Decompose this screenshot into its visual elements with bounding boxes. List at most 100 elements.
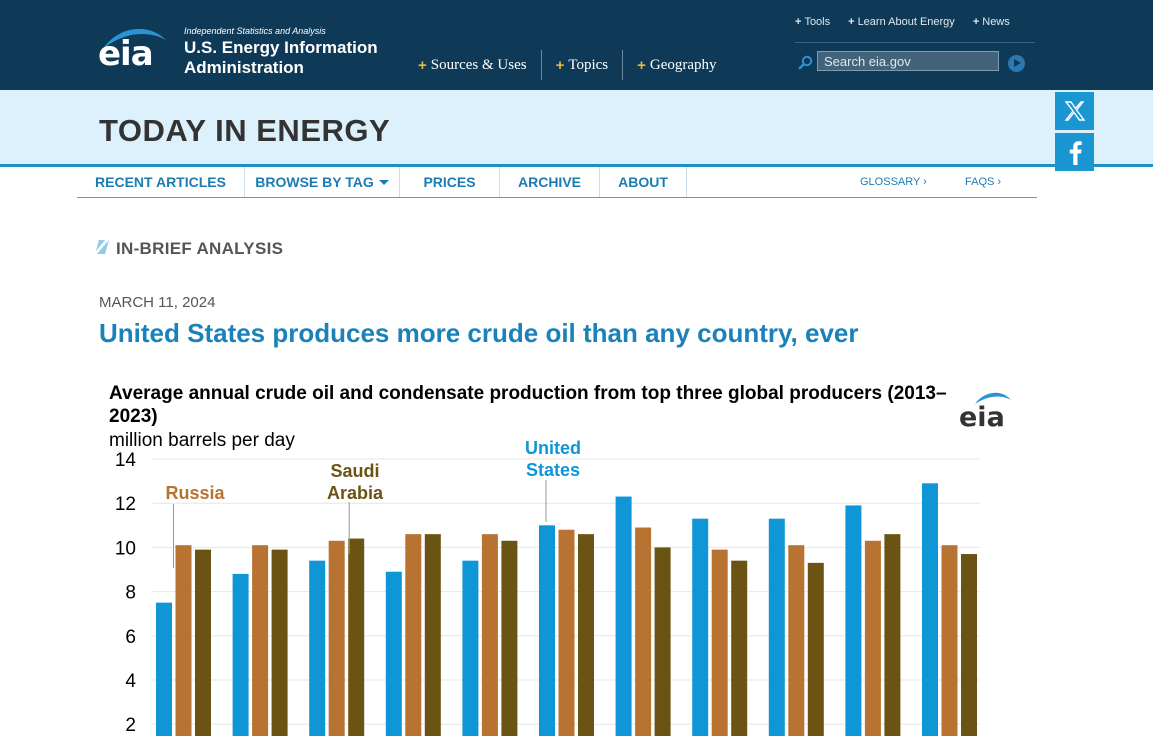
series-label-saudi-arabia: Saudi bbox=[330, 461, 379, 481]
chart-title: Average annual crude oil and condensate … bbox=[109, 383, 947, 427]
bar-2015-0 bbox=[309, 560, 326, 736]
bar-2019-1 bbox=[635, 527, 652, 736]
org-name-line2: Administration bbox=[184, 58, 304, 77]
bar-2014-2 bbox=[271, 549, 288, 736]
share-facebook-button[interactable] bbox=[1055, 133, 1094, 171]
y-tick-label: 10 bbox=[115, 538, 136, 559]
bar-2021-2 bbox=[807, 562, 824, 736]
y-tick-label: 8 bbox=[125, 583, 136, 604]
org-name[interactable]: U.S. Energy Information Administration bbox=[184, 38, 404, 78]
share-x-button[interactable] bbox=[1055, 92, 1094, 130]
article-kicker: IN-BRIEF ANALYSIS bbox=[116, 239, 284, 258]
link-faqs[interactable]: FAQS › bbox=[965, 176, 1002, 188]
tab-label: BROWSE BY TAG bbox=[255, 174, 374, 190]
bar-2022-2 bbox=[884, 534, 901, 736]
bar-2023-2 bbox=[961, 554, 977, 736]
logo-swoosh-icon bbox=[102, 28, 166, 50]
bar-2016-2 bbox=[424, 534, 441, 736]
search-icon bbox=[798, 55, 813, 70]
bar-2018-0 bbox=[539, 525, 555, 736]
bar-2013-1 bbox=[175, 545, 192, 736]
util-news[interactable]: + News bbox=[973, 16, 1010, 28]
bar-2016-0 bbox=[385, 571, 402, 736]
search-input[interactable] bbox=[817, 51, 999, 71]
eia-logo[interactable]: eia bbox=[98, 24, 170, 76]
plus-icon: + bbox=[418, 56, 427, 74]
plus-icon: + bbox=[637, 56, 646, 74]
tab-label: ARCHIVE bbox=[517, 174, 581, 190]
search-submit-button[interactable] bbox=[1008, 55, 1025, 72]
bar-2022-1 bbox=[864, 540, 881, 736]
bar-2018-2 bbox=[578, 534, 594, 736]
bar-2021-0 bbox=[768, 518, 785, 736]
bar-2013-0 bbox=[156, 602, 172, 736]
plus-icon: + bbox=[972, 16, 980, 28]
tab-prices[interactable]: PRICES bbox=[400, 167, 500, 197]
y-tick-label: 14 bbox=[115, 450, 137, 471]
plus-icon: + bbox=[848, 16, 855, 28]
utility-nav: + Tools + Learn About Energy + News bbox=[795, 16, 1010, 28]
kicker-icon bbox=[95, 240, 109, 254]
util-label: Tools bbox=[804, 16, 831, 28]
util-tools[interactable]: + Tools bbox=[795, 16, 830, 28]
divider bbox=[0, 164, 1153, 167]
article-headline: United States produces more crude oil th… bbox=[99, 318, 859, 348]
bar-2015-1 bbox=[328, 540, 345, 736]
tab-browse-by-tag[interactable]: BROWSE BY TAG bbox=[245, 167, 400, 197]
bar-2017-0 bbox=[462, 560, 479, 736]
main-nav: + Sources & Uses + Topics + Geography bbox=[410, 50, 731, 80]
site-header: eia Independent Statistics and Analysis … bbox=[0, 0, 1153, 90]
section-banner bbox=[0, 90, 1153, 164]
bar-2023-1 bbox=[941, 545, 958, 736]
chart-logo-text: eia bbox=[959, 402, 1005, 430]
y-tick-label: 2 bbox=[125, 715, 136, 736]
tab-label: RECENT ARTICLES bbox=[95, 174, 226, 190]
bar-2020-0 bbox=[692, 518, 709, 736]
y-tick-label: 6 bbox=[125, 627, 136, 648]
bar-2023-0 bbox=[922, 483, 938, 736]
org-tagline: Independent Statistics and Analysis bbox=[184, 26, 326, 36]
logo-text: eia bbox=[98, 34, 154, 74]
y-tick-label: 12 bbox=[115, 494, 136, 515]
plus-icon: + bbox=[795, 16, 802, 28]
y-tick-label: 4 bbox=[125, 671, 136, 692]
bar-2018-1 bbox=[558, 529, 575, 736]
tab-label: ABOUT bbox=[618, 174, 668, 190]
tab-archive[interactable]: ARCHIVE bbox=[500, 167, 600, 197]
nav-topics[interactable]: + Topics bbox=[540, 50, 623, 80]
series-label-united-states: States bbox=[526, 460, 580, 480]
tab-recent-articles[interactable]: RECENT ARTICLES bbox=[77, 167, 245, 197]
link-glossary[interactable]: GLOSSARY › bbox=[860, 176, 927, 188]
bar-2020-2 bbox=[731, 560, 748, 736]
bar-2019-0 bbox=[615, 496, 632, 736]
facebook-icon bbox=[1069, 141, 1082, 165]
bar-2017-2 bbox=[501, 540, 518, 736]
x-icon bbox=[1064, 101, 1085, 121]
article-date: MARCH 11, 2024 bbox=[99, 294, 216, 311]
bar-2017-1 bbox=[481, 534, 498, 736]
nav-geography[interactable]: + Geography bbox=[622, 50, 730, 80]
caret-down-icon bbox=[378, 179, 389, 185]
section-title[interactable]: TODAY IN ENERGY bbox=[99, 113, 391, 148]
nav-label: Geography bbox=[649, 56, 717, 73]
section-subnav: RECENT ARTICLES BROWSE BY TAG PRICES ARC… bbox=[77, 167, 1037, 198]
tab-about[interactable]: ABOUT bbox=[600, 167, 687, 197]
util-learn-about-energy[interactable]: + Learn About Energy bbox=[848, 16, 955, 28]
nav-sources-uses[interactable]: + Sources & Uses bbox=[410, 50, 541, 80]
util-label: News bbox=[982, 16, 1010, 28]
bar-2021-1 bbox=[788, 545, 805, 736]
chart-eia-logo: eia bbox=[959, 392, 1011, 430]
series-label-russia: Russia bbox=[165, 483, 225, 503]
bar-2014-0 bbox=[232, 573, 249, 736]
bar-2013-2 bbox=[195, 549, 211, 736]
nav-label: Sources & Uses bbox=[430, 56, 527, 73]
bar-2014-1 bbox=[252, 545, 269, 736]
bar-2022-0 bbox=[845, 505, 862, 736]
bar-2020-1 bbox=[711, 549, 728, 736]
nav-label: Topics bbox=[568, 56, 609, 73]
plus-icon: + bbox=[555, 56, 565, 74]
series-label-saudi-arabia: Arabia bbox=[327, 483, 384, 503]
util-label: Learn About Energy bbox=[857, 16, 955, 28]
org-name-line1: U.S. Energy Information bbox=[184, 38, 378, 57]
